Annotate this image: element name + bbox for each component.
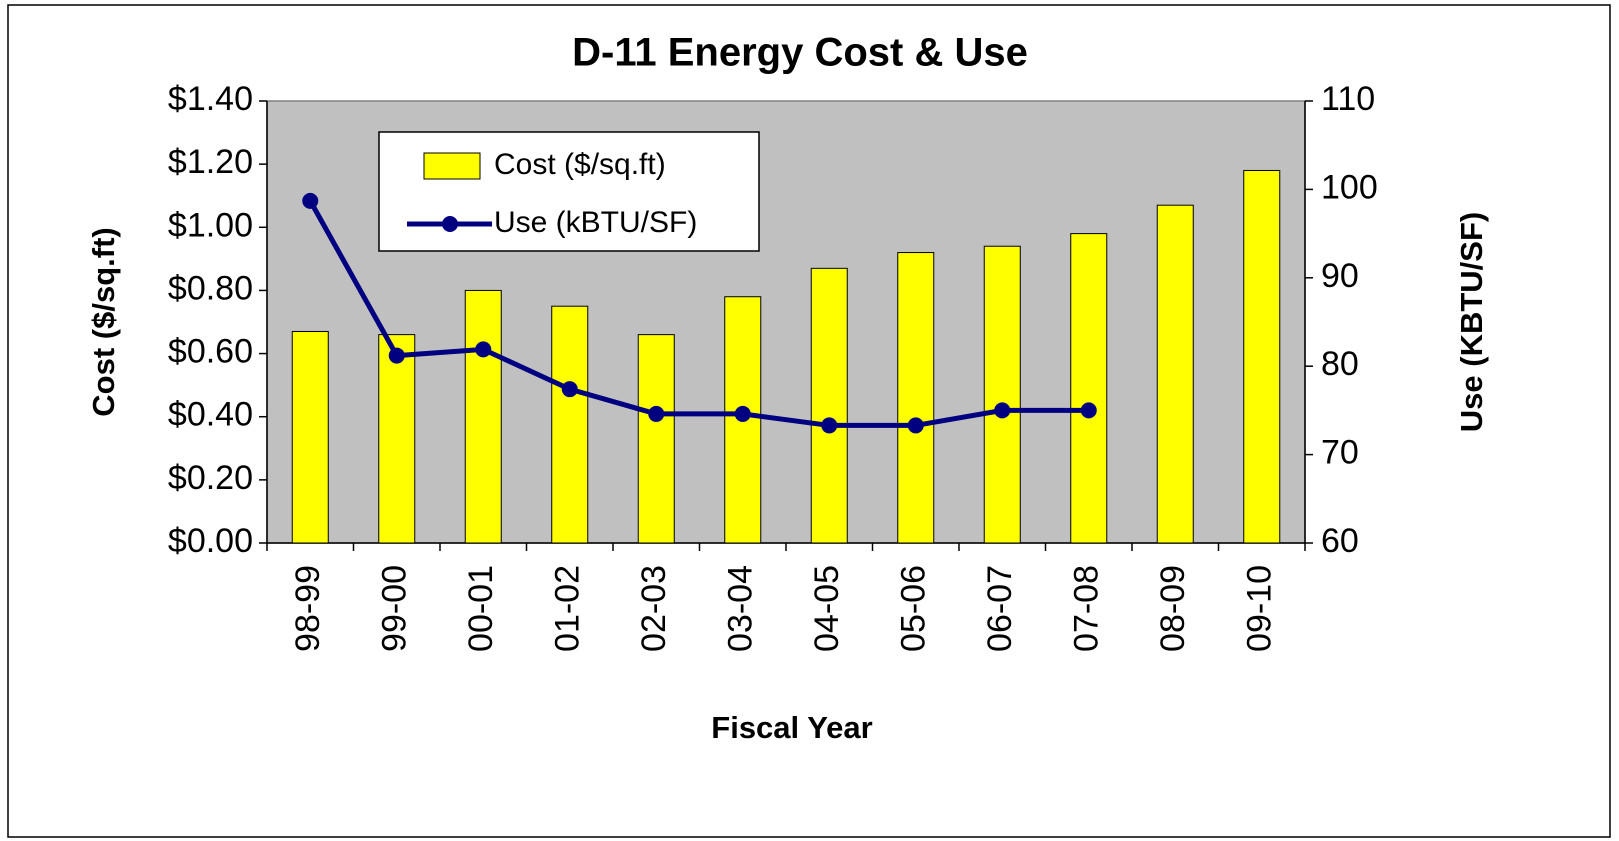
legend-swatch-marker bbox=[442, 216, 458, 232]
y2-tick-label: 70 bbox=[1321, 434, 1359, 472]
y2-tick-label: 110 bbox=[1321, 80, 1375, 118]
line-marker bbox=[994, 402, 1011, 419]
x-tick-label: 00-01 bbox=[462, 565, 500, 652]
x-tick-label: 08-09 bbox=[1154, 565, 1192, 652]
line-marker bbox=[648, 405, 665, 422]
legend-swatch bbox=[423, 152, 481, 180]
bar bbox=[464, 289, 502, 544]
y-tick-label: $1.40 bbox=[168, 80, 253, 118]
x-tick-label: 03-04 bbox=[722, 565, 760, 652]
line bbox=[308, 199, 1089, 428]
bar bbox=[810, 267, 848, 544]
x-tick-label: 99-00 bbox=[376, 565, 414, 652]
legend-label: Use (kBTU/SF) bbox=[494, 206, 697, 239]
line-marker bbox=[475, 341, 492, 358]
y2-tick-label: 90 bbox=[1321, 257, 1359, 295]
y-tick-label: $0.00 bbox=[168, 522, 253, 560]
x-tick-label: 09-10 bbox=[1241, 565, 1279, 652]
line-marker bbox=[302, 192, 319, 209]
line-marker bbox=[734, 405, 751, 422]
legend-box bbox=[378, 131, 760, 252]
bar bbox=[378, 334, 416, 544]
x-tick-label: 04-05 bbox=[808, 565, 846, 652]
x-tick-label: 98-99 bbox=[289, 565, 327, 652]
y-tick-label: $0.80 bbox=[168, 269, 253, 307]
bar bbox=[1156, 204, 1194, 544]
line-marker bbox=[1080, 402, 1097, 419]
y2-axis-title: Use (KBTU/SF) bbox=[1454, 212, 1489, 432]
y-tick-label: $1.00 bbox=[168, 206, 253, 244]
bar bbox=[983, 245, 1021, 544]
line-marker bbox=[907, 417, 924, 434]
x-tick-label: 07-08 bbox=[1068, 565, 1106, 652]
x-axis-title: Fiscal Year bbox=[711, 710, 872, 745]
y-axis-title: Cost ($/sq.ft) bbox=[86, 227, 121, 416]
line-marker bbox=[388, 347, 405, 364]
bar bbox=[291, 330, 329, 544]
bar bbox=[1070, 233, 1108, 544]
y-tick-label: $0.60 bbox=[168, 333, 253, 371]
y-tick-label: $0.20 bbox=[168, 459, 253, 497]
y2-tick-label: 80 bbox=[1321, 345, 1359, 383]
bar bbox=[551, 305, 589, 544]
legend-label: Cost ($/sq.ft) bbox=[494, 148, 666, 181]
x-tick-label: 02-03 bbox=[635, 565, 673, 652]
y-tick-label: $1.20 bbox=[168, 143, 253, 181]
x-tick-label: 01-02 bbox=[549, 565, 587, 652]
y2-tick-label: 100 bbox=[1321, 168, 1378, 206]
line-marker bbox=[821, 417, 838, 434]
chart-title: D-11 Energy Cost & Use bbox=[572, 31, 1028, 75]
bar bbox=[897, 252, 935, 544]
x-tick-label: 06-07 bbox=[981, 565, 1019, 652]
x-tick-label: 05-06 bbox=[895, 565, 933, 652]
bar bbox=[1243, 169, 1281, 544]
bar bbox=[637, 334, 675, 544]
line-marker bbox=[561, 381, 578, 398]
y2-tick-label: 60 bbox=[1321, 522, 1359, 560]
y-tick-label: $0.40 bbox=[168, 396, 253, 434]
